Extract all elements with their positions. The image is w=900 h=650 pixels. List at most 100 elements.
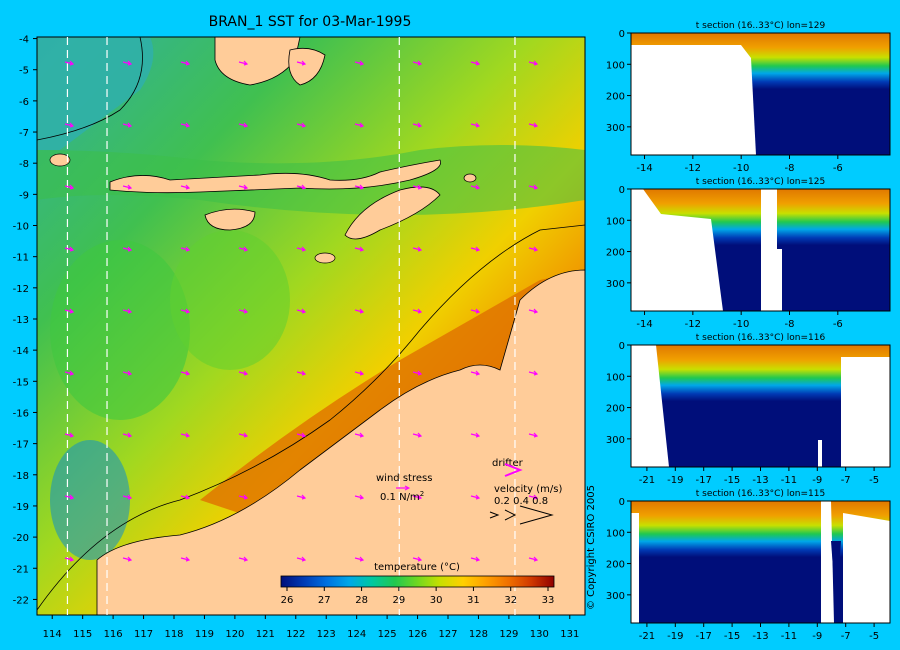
velocity-arrow	[122, 556, 133, 562]
depth-tick-label: 0	[619, 341, 625, 352]
eddy-west	[50, 240, 190, 420]
lon-tick-label: 129	[499, 629, 518, 640]
lon-tick-label: 117	[134, 629, 153, 640]
lon-tick-label: 127	[438, 629, 457, 640]
colorbar-tick-label: 31	[467, 595, 480, 606]
velocity-arrow	[470, 184, 481, 190]
velocity-arrow	[470, 432, 481, 438]
map-legend: wind stress 0.1 N/m2 drifter velocity (m…	[376, 458, 562, 525]
section-title: t section (16..33°C) lon=115	[696, 489, 825, 499]
velocity-arrow	[296, 122, 307, 128]
colorbar-tick-label: 26	[281, 595, 294, 606]
velocity-arrow	[412, 432, 423, 438]
velocity-arrow	[238, 246, 249, 252]
lat-axis-tick-label: -7	[841, 475, 851, 486]
section-title: t section (16..33°C) lon=129	[696, 21, 826, 31]
velocity-arrow	[64, 556, 75, 562]
drifter-label: drifter	[492, 458, 524, 469]
depth-tick-label: 100	[606, 216, 625, 227]
velocity-arrow	[122, 60, 133, 66]
no-data-mask	[631, 513, 639, 623]
cool-water-region	[37, 37, 154, 150]
lat-axis-tick-label: -9	[812, 475, 822, 486]
lon-tick-label: 116	[104, 629, 123, 640]
lat-axis-tick-label: -8	[785, 163, 795, 174]
lat-axis-tick-label: -12	[685, 163, 701, 174]
lat-axis-tick-label: -13	[752, 475, 768, 486]
velocity-arrow	[412, 308, 423, 314]
depth-tick-label: 100	[606, 528, 625, 539]
velocity-arrow	[296, 308, 307, 314]
lon-tick-label: 126	[408, 629, 427, 640]
lon-tick-label: 124	[347, 629, 366, 640]
lat-tick-label: -20	[13, 533, 29, 544]
section-frame	[630, 188, 891, 312]
velocity-arrow	[470, 494, 481, 500]
rote-island	[314, 252, 336, 264]
velocity-arrow	[64, 432, 75, 438]
colorbar-tick-label: 32	[504, 595, 517, 606]
lat-axis-tick-label: -15	[724, 475, 740, 486]
velocity-arrow	[64, 494, 75, 500]
lat-axis-tick-label: -14	[636, 163, 652, 174]
colorbar-tick-label: 27	[318, 595, 331, 606]
velocity-arrow	[180, 432, 191, 438]
lat-axis-tick-label: -17	[696, 631, 712, 642]
lon-tick-label: 120	[225, 629, 244, 640]
no-data-mask	[818, 440, 822, 467]
lat-tick-label: -19	[13, 502, 29, 513]
depth-tick-label: 200	[606, 404, 625, 415]
lon-tick-label: 125	[378, 629, 397, 640]
lat-axis-tick-label: -17	[696, 475, 712, 486]
velocity-arrow	[296, 184, 307, 190]
lon-tick-label: 130	[530, 629, 549, 640]
lat-axis-tick-label: -7	[841, 631, 851, 642]
warm-coastal-band	[200, 270, 585, 520]
velocity-arrow	[412, 370, 423, 376]
lat-axis-tick-label: -21	[639, 631, 655, 642]
velocity-arrow	[180, 494, 191, 500]
velocity-arrow	[64, 60, 75, 66]
depth-tick-label: 300	[606, 279, 625, 290]
lat-axis-tick-label: -6	[833, 163, 843, 174]
lon-tick-label: 122	[286, 629, 305, 640]
lon-tick-label: 115	[73, 629, 92, 640]
velocity-arrow	[354, 184, 365, 190]
lat-axis-tick-label: -5	[869, 631, 879, 642]
velocity-arrow	[354, 60, 365, 66]
copyright-notice: © Copyright CSIRO 2005	[586, 485, 597, 610]
section-lines	[66, 37, 516, 615]
velocity-arrow	[180, 308, 191, 314]
lon-tick-label: 118	[164, 629, 183, 640]
lat-axis-tick-label: -21	[639, 475, 655, 486]
velocity-arrow	[528, 494, 539, 500]
velocity-arrow	[528, 308, 539, 314]
velocity-arrow	[528, 432, 539, 438]
cool-eddy-south	[50, 440, 130, 560]
lat-axis-tick-label: -9	[812, 631, 822, 642]
velocity-arrow	[238, 556, 249, 562]
lat-tick-label: -17	[13, 440, 29, 451]
lat-tick-label: -13	[13, 315, 29, 326]
velocity-arrow	[354, 556, 365, 562]
wind-stress-arrowhead	[404, 485, 411, 491]
velocity-arrow	[180, 184, 191, 190]
latitude-ticks: -4 -5 -6 -7 -8 -9 -10 -11 -12 -13 -14 -15 -16 -17 -18 -…	[13, 35, 37, 606]
lat-axis-tick-label: -15	[724, 631, 740, 642]
lon-tick-label: 131	[560, 629, 579, 640]
velocity-arrow	[296, 494, 307, 500]
velocity-arrow	[296, 60, 307, 66]
no-data-mask	[841, 357, 890, 467]
velocity-arrow	[354, 370, 365, 376]
depth-tick-label: 300	[606, 123, 625, 134]
lat-axis-tick-label: -5	[869, 475, 879, 486]
velocity-arrow	[412, 122, 423, 128]
velocity-arrow	[470, 246, 481, 252]
velocity-arrow	[354, 432, 365, 438]
velocity-arrow	[296, 246, 307, 252]
lat-tick-label: -11	[13, 253, 29, 264]
velocity-arrow	[122, 308, 133, 314]
velocity-arrow	[528, 370, 539, 376]
velocity-arrow	[354, 308, 365, 314]
